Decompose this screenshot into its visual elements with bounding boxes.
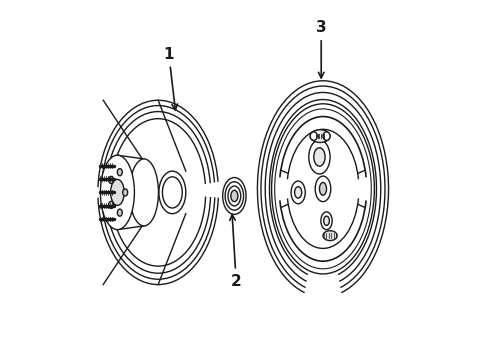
Ellipse shape (122, 189, 128, 196)
Ellipse shape (309, 140, 330, 174)
Ellipse shape (321, 212, 332, 230)
Ellipse shape (225, 182, 244, 210)
Ellipse shape (294, 187, 302, 198)
Ellipse shape (117, 209, 122, 216)
Ellipse shape (291, 181, 305, 204)
Ellipse shape (162, 177, 182, 208)
Ellipse shape (222, 177, 246, 215)
Ellipse shape (314, 148, 325, 166)
Ellipse shape (129, 159, 158, 226)
Text: 2: 2 (230, 215, 242, 288)
Ellipse shape (100, 155, 134, 230)
Ellipse shape (159, 171, 186, 214)
Ellipse shape (111, 179, 124, 206)
Ellipse shape (324, 216, 329, 225)
Text: 1: 1 (164, 47, 177, 110)
Ellipse shape (231, 190, 238, 202)
Ellipse shape (323, 132, 330, 140)
Ellipse shape (319, 183, 326, 195)
Text: 3: 3 (316, 20, 326, 78)
Ellipse shape (109, 176, 114, 184)
Ellipse shape (323, 231, 337, 240)
Ellipse shape (228, 186, 241, 206)
Ellipse shape (117, 168, 122, 176)
Ellipse shape (310, 132, 318, 140)
Ellipse shape (271, 104, 374, 274)
Ellipse shape (109, 201, 114, 208)
Ellipse shape (310, 130, 330, 143)
Ellipse shape (315, 176, 331, 202)
